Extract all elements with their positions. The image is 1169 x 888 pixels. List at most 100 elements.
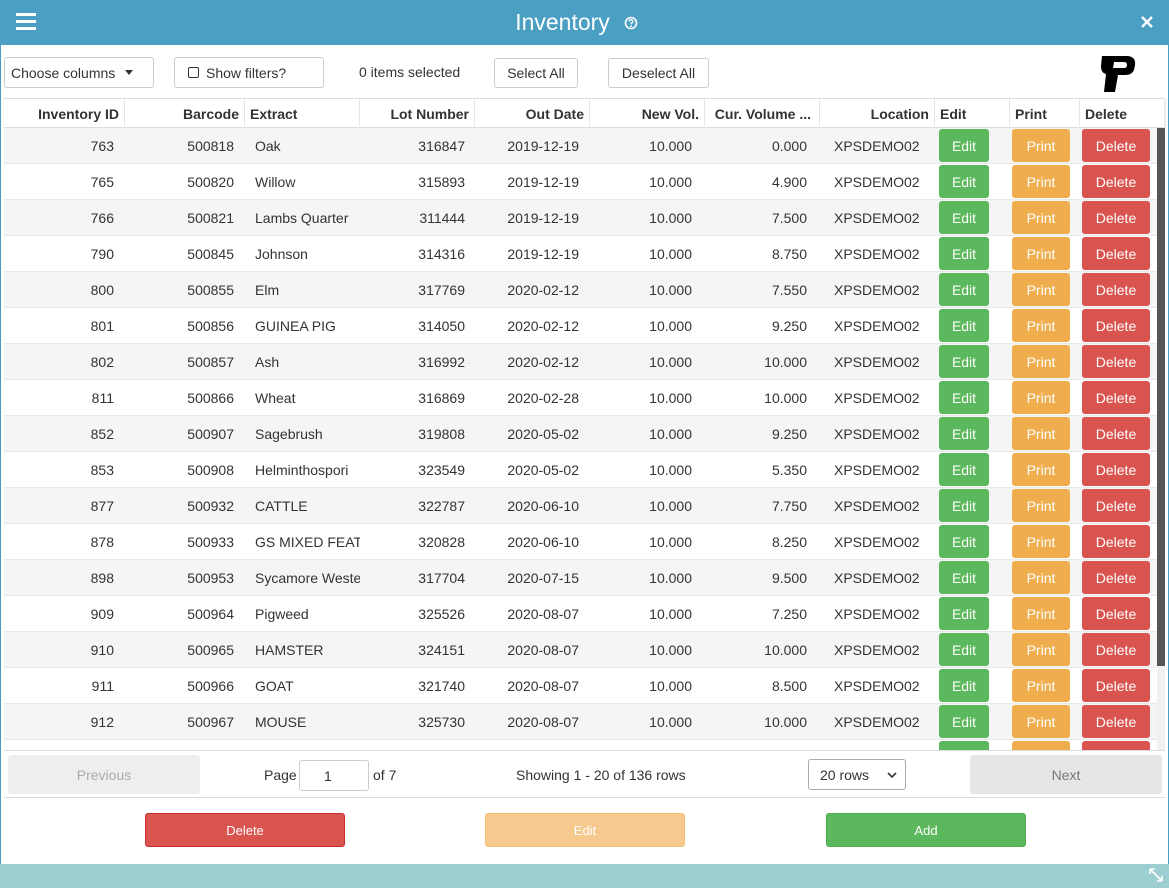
deselect-all[interactable]: Deselect All xyxy=(608,58,709,88)
delete-row-button[interactable]: Delete xyxy=(1082,273,1150,306)
edit-row-button[interactable]: Edit xyxy=(939,561,989,594)
table-cell: 500845 xyxy=(187,246,234,262)
edit-row-button[interactable]: Edit xyxy=(939,597,989,630)
column-header[interactable]: Cur. Volume ... xyxy=(705,99,820,129)
edit-row-button[interactable]: Edit xyxy=(939,633,989,666)
edit-row-button[interactable]: Edit xyxy=(939,273,989,306)
edit-row-button[interactable]: Edit xyxy=(939,309,989,342)
menu-icon[interactable] xyxy=(16,13,36,31)
print-row-button[interactable]: Print xyxy=(1012,669,1070,702)
table-cell: 10.000 xyxy=(764,354,807,370)
edit-row-button[interactable]: Edit xyxy=(939,345,989,378)
edit-row-button[interactable]: Edit xyxy=(939,489,989,522)
edit-row-button[interactable]: Edit xyxy=(939,201,989,234)
table-cell: 811 xyxy=(91,390,114,406)
edit-button[interactable]: Edit xyxy=(485,813,685,847)
choose-columns[interactable]: Choose columns xyxy=(4,57,154,88)
column-header[interactable]: Print xyxy=(1010,99,1080,129)
table-cell: 500820 xyxy=(187,174,234,190)
delete-row-button[interactable]: Delete xyxy=(1082,345,1150,378)
delete-row-button[interactable]: Delete xyxy=(1082,165,1150,198)
print-row-button[interactable]: Print xyxy=(1012,345,1070,378)
table-cell: 10.000 xyxy=(649,606,692,622)
delete-row-button[interactable]: Delete xyxy=(1082,525,1150,558)
table-cell: 5.350 xyxy=(771,462,807,478)
edit-row-button[interactable]: Edit xyxy=(939,237,989,270)
delete-row-button[interactable]: Delete xyxy=(1082,381,1150,414)
delete-row-button[interactable]: Delete xyxy=(1082,201,1150,234)
page-size-select[interactable]: 20 rows xyxy=(808,759,906,790)
print-row-button[interactable]: Print xyxy=(1012,453,1070,486)
delete-row-button[interactable]: Delete xyxy=(1082,237,1150,270)
delete-row-button[interactable]: Delete xyxy=(1082,597,1150,630)
table-cell: 2019-12-19 xyxy=(507,174,579,190)
table-cell: 10.000 xyxy=(764,390,807,406)
edit-row-button[interactable]: Edit xyxy=(939,453,989,486)
print-row-button[interactable]: Print xyxy=(1012,597,1070,630)
print-row-button[interactable]: Print xyxy=(1012,705,1070,738)
checkbox[interactable] xyxy=(188,67,199,78)
table-cell: 321740 xyxy=(418,678,465,694)
scrollbar-thumb[interactable] xyxy=(1157,128,1165,666)
print-row-button[interactable]: Print xyxy=(1012,165,1070,198)
column-header[interactable]: Lot Number xyxy=(360,99,475,129)
print-row-button[interactable]: Print xyxy=(1012,237,1070,270)
delete-row-button[interactable]: Delete xyxy=(1082,417,1150,450)
print-row-button[interactable]: Print xyxy=(1012,129,1070,162)
print-row-button[interactable]: Print xyxy=(1012,417,1070,450)
print-row-button[interactable]: Print xyxy=(1012,273,1070,306)
print-row-button[interactable]: Print xyxy=(1012,489,1070,522)
edit-row-button[interactable]: Edit xyxy=(939,417,989,450)
edit-row-button[interactable]: Edit xyxy=(939,129,989,162)
table-cell: XPSDEMO02 xyxy=(834,174,920,190)
print-row-button[interactable] xyxy=(1012,741,1070,750)
edit-row-button[interactable]: Edit xyxy=(939,669,989,702)
column-header[interactable]: Edit xyxy=(935,99,1010,129)
edit-row-button[interactable]: Edit xyxy=(939,525,989,558)
table-body: 763 500818 Oak 316847 2019-12-19 10.000 0.000 X… xyxy=(4,128,1157,750)
delete-row-button[interactable]: Delete xyxy=(1082,705,1150,738)
previous-button[interactable]: Previous xyxy=(8,755,200,794)
column-header[interactable]: Extract xyxy=(245,99,360,129)
select-all[interactable]: Select All xyxy=(494,58,578,88)
next-button[interactable]: Next xyxy=(970,755,1162,794)
table-cell: 2020-07-15 xyxy=(507,570,579,586)
column-header[interactable]: Barcode xyxy=(125,99,245,129)
page-label: Page xyxy=(264,767,297,783)
close-icon[interactable] xyxy=(1141,16,1153,28)
table-cell: 500966 xyxy=(187,678,234,694)
delete-button[interactable]: Delete xyxy=(145,813,345,847)
print-row-button[interactable]: Print xyxy=(1012,633,1070,666)
delete-row-button[interactable]: Delete xyxy=(1082,129,1150,162)
edit-row-button[interactable]: Edit xyxy=(939,381,989,414)
column-header[interactable]: New Vol. xyxy=(590,99,705,129)
table-cell: XPSDEMO02 xyxy=(834,678,920,694)
column-header[interactable]: Delete xyxy=(1080,99,1165,129)
edit-row-button[interactable] xyxy=(939,741,989,750)
delete-row-button[interactable]: Delete xyxy=(1082,309,1150,342)
edit-row-button[interactable]: Edit xyxy=(939,165,989,198)
column-header[interactable]: Location xyxy=(820,99,935,129)
delete-row-button[interactable]: Delete xyxy=(1082,633,1150,666)
print-row-button[interactable]: Print xyxy=(1012,561,1070,594)
help-icon[interactable] xyxy=(624,16,638,30)
print-row-button[interactable]: Print xyxy=(1012,309,1070,342)
show-filters[interactable]: Show filters? xyxy=(174,57,324,88)
delete-row-button[interactable]: Delete xyxy=(1082,489,1150,522)
column-header[interactable]: Inventory ID xyxy=(4,99,125,129)
table-cell: 311444 xyxy=(419,210,465,226)
page-input[interactable]: 1 xyxy=(299,760,369,791)
delete-row-button[interactable]: Delete xyxy=(1082,453,1150,486)
resize-icon[interactable] xyxy=(1148,867,1164,883)
delete-row-button[interactable]: Delete xyxy=(1082,669,1150,702)
column-header[interactable]: Out Date xyxy=(475,99,590,129)
table-cell: 500953 xyxy=(187,570,234,586)
edit-row-button[interactable]: Edit xyxy=(939,705,989,738)
print-row-button[interactable]: Print xyxy=(1012,201,1070,234)
add-button[interactable]: Add xyxy=(826,813,1026,847)
print-row-button[interactable]: Print xyxy=(1012,381,1070,414)
print-row-button[interactable]: Print xyxy=(1012,525,1070,558)
delete-row-button[interactable] xyxy=(1082,741,1150,750)
delete-row-button[interactable]: Delete xyxy=(1082,561,1150,594)
table-cell: 500855 xyxy=(187,282,234,298)
